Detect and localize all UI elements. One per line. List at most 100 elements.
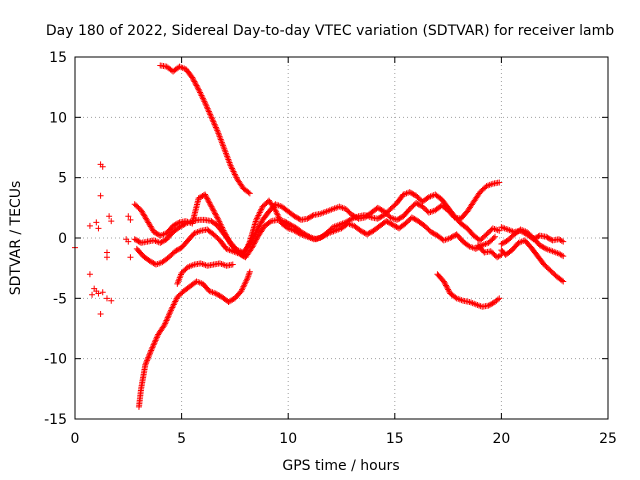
- data-point: [166, 310, 173, 317]
- data-point: [86, 271, 93, 278]
- axis-ticks: 0 5 10 15 20 25 -15 -10 -5 0 5 10 15: [44, 50, 617, 447]
- data-point: [153, 334, 160, 341]
- data-point: [480, 248, 487, 255]
- data-point: [288, 222, 295, 229]
- data-point: [543, 233, 550, 240]
- data-point: [215, 291, 222, 298]
- data-point: [274, 211, 281, 218]
- data-point: [147, 350, 154, 357]
- data-point: [212, 123, 219, 130]
- data-point: [496, 179, 503, 186]
- data-point: [149, 259, 156, 266]
- y-tick-label: 5: [58, 171, 67, 187]
- data-point: [99, 163, 106, 170]
- data-point: [365, 230, 372, 237]
- data-point: [413, 200, 420, 207]
- data-point: [411, 215, 418, 222]
- data-point: [142, 361, 149, 368]
- data-point: [393, 216, 400, 223]
- data-point: [292, 214, 299, 221]
- data-point: [207, 200, 214, 207]
- data-point: [536, 242, 543, 249]
- data-point: [150, 343, 157, 350]
- data-point: [258, 219, 265, 226]
- data-point: [207, 112, 214, 119]
- series-scatter-early: [72, 161, 134, 318]
- data-point: [302, 231, 309, 238]
- data-point: [150, 341, 157, 348]
- data-point: [396, 215, 403, 222]
- data-point: [541, 245, 548, 252]
- data-point: [200, 261, 207, 268]
- data-point: [256, 211, 263, 218]
- data-point: [162, 320, 169, 327]
- data-point: [103, 295, 110, 302]
- data-point: [226, 238, 233, 245]
- data-point: [150, 228, 157, 235]
- data-point: [287, 221, 294, 228]
- data-point: [201, 98, 208, 105]
- data-point: [377, 214, 384, 221]
- data-point: [266, 219, 273, 226]
- data-point: [321, 232, 328, 239]
- data-point: [253, 216, 260, 223]
- data-point: [485, 302, 492, 309]
- data-point: [544, 234, 551, 241]
- data-point: [282, 218, 289, 225]
- data-point: [304, 215, 311, 222]
- data-point: [305, 214, 312, 221]
- data-point: [173, 220, 180, 227]
- data-point: [209, 204, 216, 211]
- data-point: [409, 190, 416, 197]
- data-point: [89, 291, 96, 298]
- data-point: [131, 236, 138, 243]
- data-point: [245, 189, 252, 196]
- data-point: [560, 278, 567, 285]
- data-point: [134, 237, 141, 244]
- data-point: [221, 228, 228, 235]
- x-axis-label: GPS time / hours: [282, 458, 399, 474]
- data-point: [196, 88, 203, 95]
- data-point: [193, 82, 200, 89]
- data-point: [198, 92, 205, 99]
- data-point: [167, 307, 174, 314]
- data-point: [199, 93, 206, 100]
- data-point: [410, 191, 417, 198]
- x-tick-label: 0: [71, 431, 80, 447]
- data-point: [431, 231, 438, 238]
- data-point: [224, 235, 231, 242]
- data-point: [157, 239, 164, 246]
- data-point: [222, 231, 229, 238]
- data-point: [547, 235, 554, 242]
- data-point: [440, 278, 447, 285]
- data-point: [203, 194, 210, 201]
- data-point: [229, 167, 236, 174]
- data-point: [152, 229, 159, 236]
- data-point: [146, 257, 153, 264]
- data-point: [225, 298, 232, 305]
- series-arc-lower-rise: [135, 268, 253, 410]
- data-point: [388, 221, 395, 228]
- data-point: [488, 301, 495, 308]
- data-point: [216, 220, 223, 227]
- data-point: [174, 246, 181, 253]
- data-point: [95, 290, 102, 297]
- data-point: [142, 360, 149, 367]
- data-point: [496, 227, 503, 234]
- x-tick-label: 25: [599, 431, 617, 447]
- data-point: [202, 192, 209, 199]
- data-point: [166, 311, 173, 318]
- data-point: [170, 301, 177, 308]
- data-point: [194, 83, 201, 90]
- data-point: [498, 241, 505, 248]
- data-point: [558, 237, 565, 244]
- data-point: [219, 226, 226, 233]
- data-point: [385, 219, 392, 226]
- data-point: [538, 242, 545, 249]
- data-point: [239, 285, 246, 292]
- data-point: [253, 236, 260, 243]
- data-point: [189, 74, 196, 81]
- data-point: [429, 229, 436, 236]
- data-point: [445, 287, 452, 294]
- data-point: [251, 240, 258, 247]
